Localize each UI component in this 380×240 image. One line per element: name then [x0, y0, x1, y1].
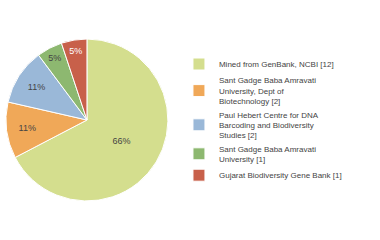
- svg-text:Sant Gadge Baba AmravatiUniver: Sant Gadge Baba AmravatiUniversity, Dept…: [219, 76, 316, 106]
- svg-text:5%: 5%: [48, 53, 61, 63]
- svg-text:66%: 66%: [113, 136, 131, 146]
- svg-text:11%: 11%: [19, 123, 36, 133]
- svg-text:5%: 5%: [69, 46, 82, 56]
- svg-text:Sant Gadge Baba AmravatiUniver: Sant Gadge Baba AmravatiUniversity [1]: [219, 145, 316, 164]
- svg-text:Mined from GenBank, NCBI [12]: Mined from GenBank, NCBI [12]: [219, 60, 334, 69]
- svg-text:Gujarat Biodiversity Gene Bank: Gujarat Biodiversity Gene Bank [1]: [219, 171, 342, 180]
- svg-text:11%: 11%: [28, 82, 45, 92]
- svg-text:Paul Hebert Centre for DNABarc: Paul Hebert Centre for DNABarcoding and …: [219, 111, 319, 141]
